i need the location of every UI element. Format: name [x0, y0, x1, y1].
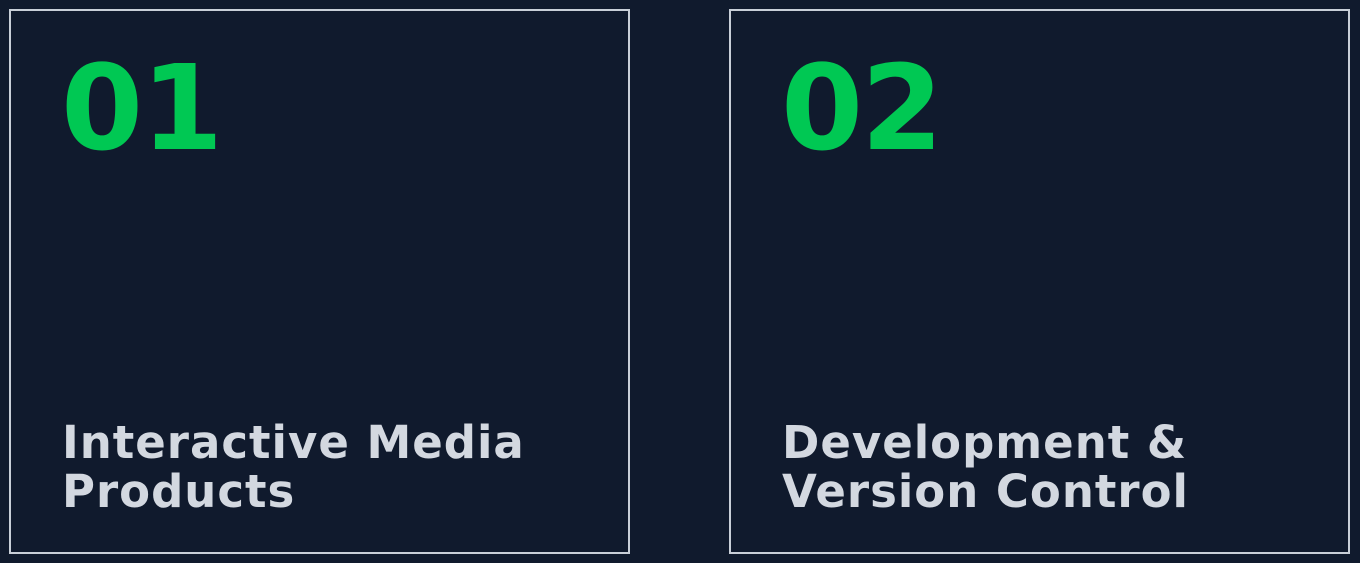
card-number: 01 — [61, 39, 223, 177]
card-development-version-control[interactable]: 02 Development & Version Control — [729, 9, 1350, 554]
card-title-line: Development & — [782, 416, 1188, 469]
card-interactive-media[interactable]: 01 Interactive Media Products — [9, 9, 630, 554]
card-number: 02 — [781, 39, 943, 177]
card-title: Interactive Media Products — [62, 418, 602, 516]
card-title: Development & Version Control — [782, 418, 1322, 516]
card-title-line: Interactive Media — [62, 416, 525, 469]
card-title-line: Products — [62, 465, 296, 518]
card-title-line: Version Control — [782, 465, 1189, 518]
